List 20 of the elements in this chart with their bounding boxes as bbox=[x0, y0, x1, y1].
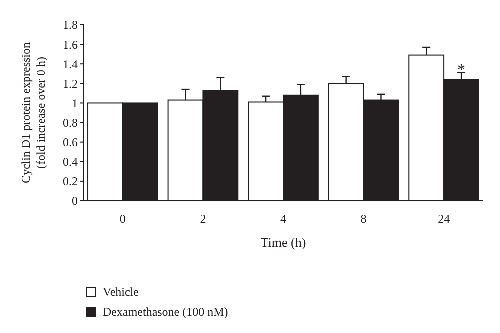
x-tick-label: 0 bbox=[120, 212, 126, 226]
y-tick-label: 1.4 bbox=[63, 57, 78, 72]
legend-label: Vehicle bbox=[103, 285, 139, 300]
y-tick-label: 0.4 bbox=[63, 155, 78, 170]
y-tick-label: 0.8 bbox=[63, 116, 78, 130]
y-tick-label: 1.2 bbox=[63, 76, 78, 91]
y-tick-label: 0.6 bbox=[63, 136, 78, 150]
x-tick-label: 8 bbox=[360, 212, 367, 226]
x-axis-title: Time (h) bbox=[260, 235, 306, 250]
y-tick-label: 0.2 bbox=[63, 174, 78, 189]
y-axis-title: Cyclin D1 protein expression (fold increase over 0 h) bbox=[19, 42, 48, 184]
x-tick-label: 4 bbox=[280, 212, 286, 226]
legend-label: Dexamethasone (100 nM) bbox=[103, 305, 228, 320]
x-tick-label: 24 bbox=[438, 212, 450, 226]
y-tick-label: 0 bbox=[72, 194, 78, 208]
x-tick-label: 2 bbox=[200, 212, 206, 226]
y-tick-label: 1 bbox=[72, 96, 78, 110]
y-tick-label: 1.8 bbox=[63, 18, 78, 32]
annotation: * bbox=[458, 62, 466, 79]
y-tick-label: 1.6 bbox=[63, 38, 78, 52]
